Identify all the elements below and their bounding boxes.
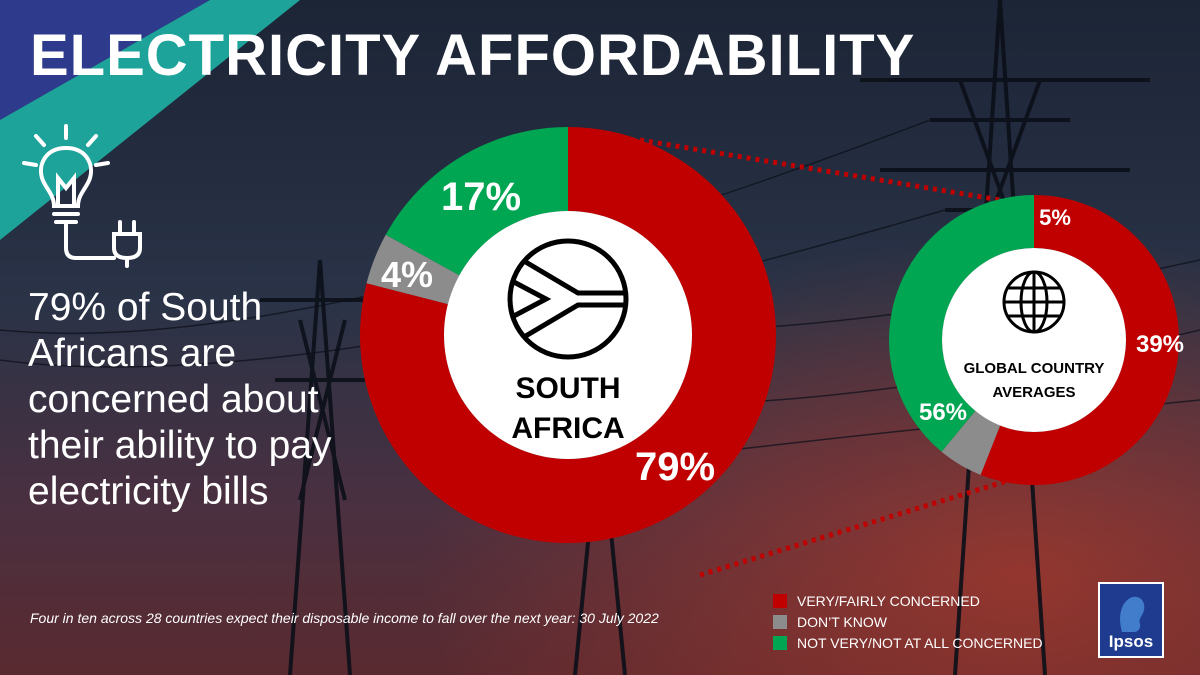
south-africa-slice-0: [359, 127, 777, 543]
legend-swatch-dont-know: [773, 614, 787, 629]
south-africa-label-concerned: 79%: [635, 445, 715, 489]
global-label-concerned: 56%: [919, 399, 967, 426]
ipsos-logo-text: Ipsos: [1108, 632, 1154, 651]
ipsos-logo-figure-icon: [1120, 596, 1145, 632]
legend-swatch-concerned: [773, 593, 787, 608]
global-center-label-1: GLOBAL COUNTRY: [964, 360, 1105, 377]
south-africa-flag-icon: [507, 238, 629, 360]
legend-label-not-concerned: NOT VERY/NOT AT ALL CONCERNED: [797, 634, 1043, 651]
south-africa-center-disc: [444, 211, 692, 459]
south-africa-slice-2: [385, 126, 568, 276]
global-center-disc: [942, 248, 1126, 432]
legend-item-not-concerned: NOT VERY/NOT AT ALL CONCERNED: [773, 632, 1043, 653]
global-label-dont-know: 5%: [1039, 205, 1071, 230]
headline-text: 79% of South Africans are concerned abou…: [28, 286, 332, 513]
south-africa-center-label-2: AFRICA: [511, 412, 624, 445]
legend-item-dont-know: DON’T KNOW: [773, 611, 1043, 632]
page-title: ELECTRICITY AFFORDABILITY: [30, 23, 916, 88]
global-slice-0: [980, 195, 1179, 485]
legend-item-concerned: VERY/FAIRLY CONCERNED: [773, 590, 1043, 611]
globe-icon: [1002, 270, 1066, 334]
south-africa-label-not-concerned: 17%: [441, 175, 521, 219]
connector-line-bottom: [699, 477, 1011, 578]
global-center-label-2: AVERAGES: [992, 384, 1075, 401]
south-africa-label-dont-know: 4%: [381, 254, 433, 295]
global-label-not-concerned: 39%: [1136, 331, 1184, 358]
lightbulb-plug-icon: [22, 124, 142, 268]
footnote: Four in ten across 28 countries expect t…: [30, 610, 659, 626]
south-africa-center-label-1: SOUTH: [516, 372, 621, 405]
global-slice-2: [889, 195, 1034, 452]
global-slice-1: [941, 410, 1001, 475]
south-africa-donut: [359, 126, 777, 543]
legend-swatch-not-concerned: [773, 635, 787, 650]
south-africa-slice-1: [366, 234, 460, 305]
global-donut: [889, 195, 1179, 485]
connector-line-top: [639, 137, 1001, 203]
ipsos-logo: Ipsos: [1098, 582, 1164, 658]
legend-label-concerned: VERY/FAIRLY CONCERNED: [797, 592, 980, 609]
legend: VERY/FAIRLY CONCERNED DON’T KNOW NOT VER…: [773, 590, 1043, 653]
legend-label-dont-know: DON’T KNOW: [797, 613, 887, 630]
